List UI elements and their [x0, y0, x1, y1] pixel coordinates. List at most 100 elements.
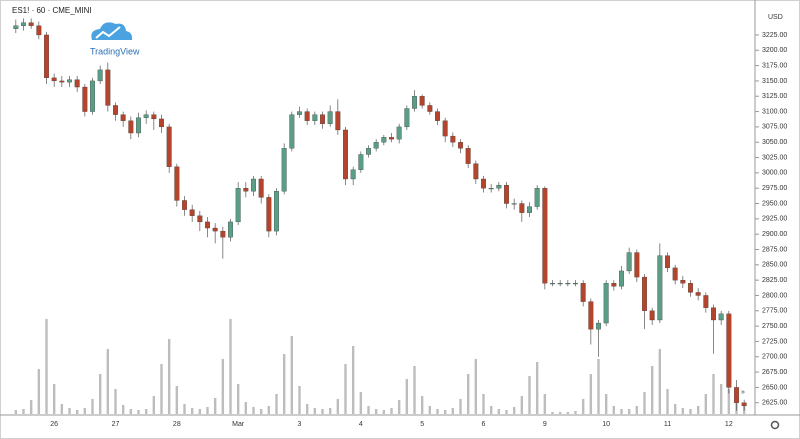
volume-bar [689, 409, 692, 414]
candle-body [335, 111, 341, 131]
volume-bar [275, 394, 278, 414]
candle-body [404, 108, 410, 128]
volume-bar [397, 400, 401, 414]
candle-body [212, 227, 218, 232]
volume-bar [121, 405, 125, 414]
volume-bar [712, 374, 715, 414]
volume-bar [612, 406, 616, 414]
candle-body [297, 111, 302, 115]
volume-bar [643, 392, 646, 414]
volume-bar [52, 384, 56, 414]
volume-bar [413, 366, 416, 414]
y-tick-label: 2675.00 [762, 369, 787, 376]
candle-body [688, 283, 693, 293]
candle-body [36, 25, 42, 36]
y-tick-label: 2775.00 [762, 308, 787, 315]
candle-body [51, 77, 57, 82]
x-tick-label: 12 [725, 421, 733, 428]
candle-body [197, 215, 203, 223]
volume-bar [551, 412, 554, 414]
volume-bar [489, 406, 493, 414]
candle-body [228, 221, 233, 238]
candle-body [174, 166, 180, 201]
volume-bar [198, 409, 202, 414]
y-tick-label: 2900.00 [762, 231, 787, 238]
x-tick-label: 3 [298, 421, 302, 428]
volume-bar [190, 408, 194, 414]
candle-body [327, 111, 333, 124]
candle-body [588, 301, 594, 330]
candle-body [373, 142, 379, 149]
candle-body [542, 188, 548, 284]
y-tick-label: 3200.00 [762, 47, 787, 54]
candle-body [511, 203, 517, 205]
candle-body [427, 105, 433, 112]
candle-body [105, 69, 111, 106]
volume-bar [313, 408, 317, 414]
volume-bar [374, 409, 378, 414]
x-tick-label: 11 [664, 421, 671, 428]
candle-body [703, 295, 709, 308]
volume-bar [382, 410, 386, 414]
candle-body [458, 142, 463, 149]
candle-body [534, 188, 540, 207]
volume-bar [75, 410, 79, 414]
volume-bar [466, 374, 470, 414]
y-tick-label: 2925.00 [762, 216, 787, 223]
y-tick-label: 3025.00 [762, 154, 787, 161]
volume-bar [91, 399, 94, 414]
candle-body [151, 114, 157, 120]
volume-bar [405, 379, 409, 414]
volume-bar [106, 349, 110, 414]
candle-body [97, 69, 103, 82]
volume-bar [290, 336, 294, 414]
x-tick-label: 4 [359, 421, 363, 428]
y-tick-label: 3225.00 [762, 32, 787, 39]
candle-body [28, 22, 34, 26]
volume-bar [512, 407, 516, 414]
candle-body [626, 252, 632, 272]
candle-body [358, 154, 364, 170]
candle-body [258, 178, 264, 198]
settings-button[interactable] [770, 420, 780, 430]
currency-label: USD [768, 14, 783, 21]
watermark: TradingView [90, 46, 140, 56]
candle-body [519, 203, 525, 213]
y-tick-label: 3000.00 [762, 170, 787, 177]
y-tick-label: 2725.00 [762, 338, 787, 345]
y-tick-label: 2825.00 [762, 277, 787, 284]
volume-bar [14, 410, 18, 414]
x-tick-label: 28 [173, 421, 181, 428]
volume-bar [129, 409, 133, 414]
volume-bar [167, 339, 171, 414]
candle-body [159, 118, 164, 128]
chart-title: ES1! · 60 · CME_MINI [12, 6, 92, 15]
volume-bar [581, 399, 585, 414]
candle-body [381, 137, 387, 143]
candle-body [281, 148, 287, 192]
volume-bar [45, 319, 48, 414]
scroll-button[interactable]: » [741, 389, 745, 396]
candle-body [113, 105, 118, 115]
volume-bar [543, 394, 547, 414]
candle-body [596, 322, 601, 330]
volume-bar [351, 346, 355, 414]
volume-bar [236, 384, 240, 414]
volume-bar [244, 402, 248, 414]
volume-bar [359, 392, 363, 414]
volume-bar [144, 409, 148, 414]
y-tick-label: 3075.00 [762, 124, 787, 131]
volume-bar [459, 399, 462, 414]
volume-bar [183, 404, 186, 414]
candle-body [143, 114, 149, 118]
candle-body [573, 283, 578, 285]
y-tick-label: 2800.00 [762, 292, 787, 299]
candle-body [312, 114, 318, 121]
volume-bar [666, 389, 669, 414]
candle-body [90, 80, 95, 112]
volume-bar [206, 407, 209, 414]
candle-body [565, 283, 571, 285]
candle-body [726, 313, 732, 388]
